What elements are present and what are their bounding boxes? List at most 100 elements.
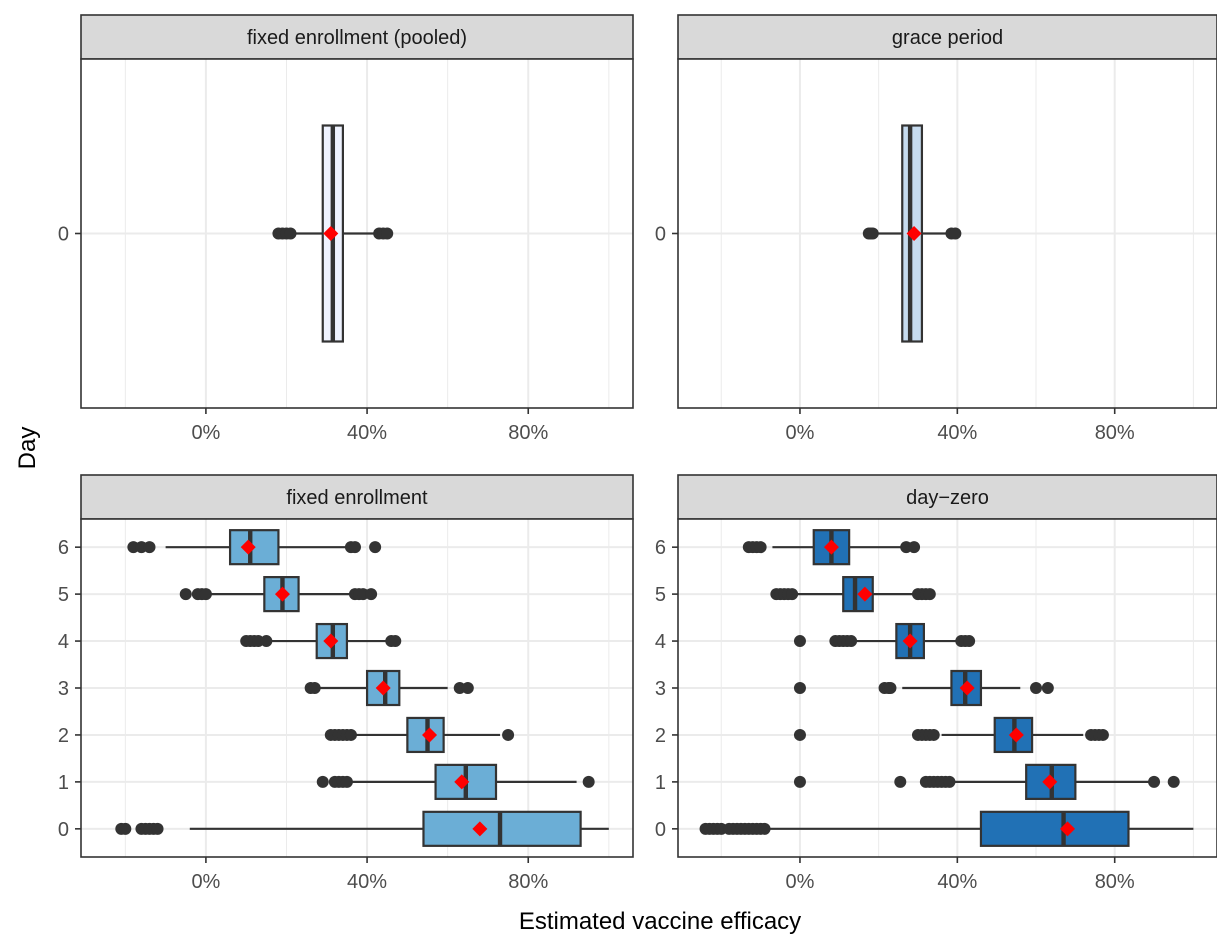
outlier-point — [143, 541, 156, 554]
outlier-point — [582, 775, 595, 788]
y-tick-label: 2 — [655, 725, 666, 747]
x-tick-label: 40% — [937, 422, 977, 444]
boxplot-day-2 — [324, 716, 515, 754]
boxplot-day-2 — [793, 716, 1109, 754]
boxplot-day-0 — [699, 810, 1194, 847]
x-tick-label: 40% — [347, 422, 387, 444]
panel-title: fixed enrollment — [286, 487, 428, 509]
panel-title: fixed enrollment (pooled) — [247, 27, 467, 49]
outlier-point — [963, 635, 976, 648]
outlier-point — [894, 775, 907, 788]
y-tick-label: 2 — [58, 725, 69, 747]
outlier-point — [793, 682, 806, 694]
y-tick-label: 3 — [655, 678, 666, 700]
boxplot-day-4 — [240, 622, 402, 660]
y-tick-label: 3 — [58, 678, 69, 700]
boxplot-day-3 — [304, 669, 474, 707]
outlier-point — [786, 588, 799, 601]
x-tick-label: 40% — [347, 871, 387, 893]
outlier-point — [1041, 682, 1054, 694]
outlier-point — [923, 588, 936, 601]
mean-marker — [1008, 727, 1024, 743]
outlier-point — [793, 728, 806, 741]
panel-title: day−zero — [906, 487, 989, 509]
panel: grace period 0% 40% 80% 0 — [655, 14, 1217, 444]
y-tick-label: 4 — [58, 631, 69, 653]
mean-marker — [323, 633, 339, 649]
x-axis-title: Estimated vaccine efficacy — [519, 908, 801, 935]
x-tick-label: 40% — [937, 871, 977, 893]
mean-marker — [422, 727, 438, 743]
x-tick-label: 0% — [191, 871, 220, 893]
boxplot-day-0 — [115, 810, 609, 847]
x-tick-label: 0% — [786, 422, 815, 444]
outlier-point — [461, 682, 474, 694]
x-tick-label: 80% — [508, 871, 548, 893]
y-tick-label: 5 — [655, 584, 666, 606]
boxplot-day-0 — [862, 124, 962, 343]
y-tick-label: 6 — [655, 537, 666, 559]
x-tick-label: 80% — [1095, 871, 1135, 893]
mean-marker — [1059, 821, 1075, 837]
boxplot-day-5 — [179, 576, 378, 613]
y-axis-title: Day — [14, 427, 41, 470]
boxplot-day-1 — [316, 763, 595, 800]
boxplot-day-5 — [770, 576, 936, 613]
outlier-point — [754, 541, 767, 554]
outlier-point — [199, 588, 212, 601]
mean-marker — [240, 539, 256, 555]
boxplot-day-0 — [272, 124, 394, 343]
y-tick-label: 0 — [58, 224, 69, 246]
outlier-point — [365, 588, 378, 601]
x-tick-label: 80% — [1095, 422, 1135, 444]
boxplot-day-3 — [793, 669, 1054, 707]
outlier-point — [943, 775, 956, 788]
y-tick-label: 5 — [58, 584, 69, 606]
mean-marker — [857, 586, 873, 602]
mean-marker — [823, 539, 839, 555]
outlier-point — [793, 775, 806, 788]
outlier-point — [381, 227, 394, 240]
boxplot-day-1 — [793, 763, 1180, 800]
x-tick-label: 0% — [786, 871, 815, 893]
panel-strip — [677, 14, 1217, 60]
boxplot-day-6 — [127, 529, 382, 566]
outlier-point — [260, 635, 273, 648]
x-tick-label: 80% — [508, 422, 548, 444]
y-tick-label: 4 — [655, 631, 666, 653]
box — [979, 810, 1130, 847]
outlier-point — [1096, 728, 1109, 741]
outlier-point — [1167, 775, 1180, 788]
outlier-point — [344, 728, 357, 741]
outlier-point — [179, 588, 192, 601]
outlier-point — [119, 822, 132, 835]
panel: fixed enrollment 0% 40% 80% 6 5 4 3 2 1 0 — [58, 474, 634, 893]
outlier-point — [866, 227, 879, 240]
outlier-point — [389, 635, 402, 648]
outlier-point — [151, 822, 164, 835]
outlier-point — [908, 541, 921, 554]
panel: day−zero 0% 40% 80% 6 5 4 3 2 1 0 — [655, 474, 1217, 893]
outlier-point — [340, 775, 353, 788]
mean-marker — [906, 226, 922, 241]
outlier-point — [793, 635, 806, 648]
outlier-point — [348, 541, 361, 554]
y-tick-label: 0 — [58, 819, 69, 841]
outlier-point — [502, 728, 515, 741]
outlier-point — [316, 775, 329, 788]
mean-marker — [375, 680, 391, 696]
panel-strip — [80, 474, 634, 520]
mean-marker — [1042, 774, 1058, 790]
outlier-point — [949, 227, 962, 240]
outlier-point — [845, 635, 858, 648]
mean-marker — [274, 586, 290, 602]
outlier-point — [1030, 682, 1043, 694]
y-tick-label: 1 — [655, 772, 666, 794]
panel: fixed enrollment (pooled) 0% 40% 80% 0 — [58, 14, 634, 444]
outlier-point — [1148, 775, 1161, 788]
mean-marker — [454, 774, 470, 790]
mean-marker — [323, 226, 339, 241]
mean-marker — [959, 680, 975, 696]
y-tick-label: 0 — [655, 224, 666, 246]
